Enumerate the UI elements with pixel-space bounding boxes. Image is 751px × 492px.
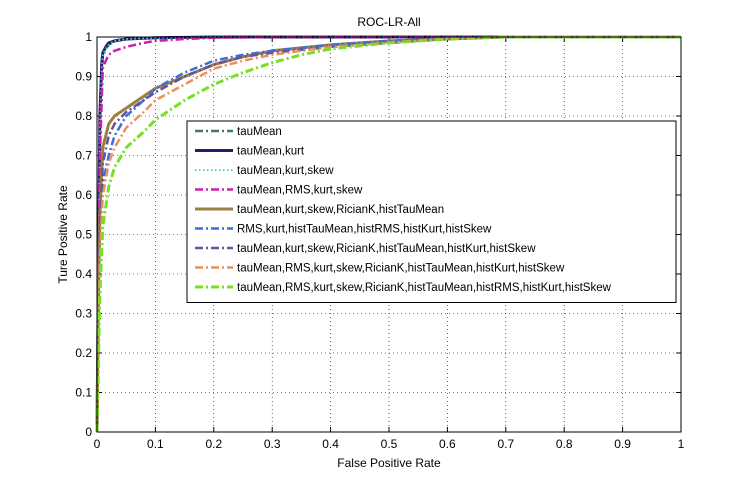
x-tick-label: 0.6 bbox=[439, 437, 456, 451]
x-tick-label: 0.5 bbox=[381, 437, 398, 451]
legend-label-3: tauMean,kurt,skew bbox=[237, 165, 334, 177]
series-layer bbox=[95, 35, 681, 433]
y-tick-label: 0.7 bbox=[75, 149, 92, 163]
legend-label-9: tauMean,RMS,kurt,skew,RicianK,histTauMea… bbox=[237, 282, 612, 294]
x-tick-label: 0.3 bbox=[264, 437, 281, 451]
y-tick-label: 0.9 bbox=[75, 70, 92, 84]
tick-layer: 0 0.1 0.2 0.3 0.4 0.5 0.6 0.7 0.8 0.9 1 0 0.1 0.2 0.3 0… bbox=[75, 30, 684, 451]
x-tick-label: 0.4 bbox=[322, 437, 339, 451]
y-tick-label: 0.8 bbox=[75, 109, 92, 123]
series-line-4 bbox=[95, 35, 681, 433]
y-tick-label: 0.1 bbox=[75, 386, 92, 400]
y-tick-label: 0 bbox=[85, 425, 92, 439]
legend-label-2: tauMean,kurt bbox=[237, 146, 305, 158]
legend: tauMean tauMean,kurt tauMean,kurt,skew tauM… bbox=[186, 120, 677, 303]
chart-title: ROC-LR-All bbox=[357, 15, 420, 29]
y-tick-label: 0.2 bbox=[75, 346, 92, 360]
y-tick-label: 0.5 bbox=[75, 228, 92, 242]
y-tick-label: 0.6 bbox=[75, 188, 92, 202]
plot-frame bbox=[96, 36, 682, 433]
x-tick-label: 1 bbox=[678, 437, 685, 451]
x-tick-label: 0 bbox=[94, 437, 101, 451]
legend-label-8: tauMean,RMS,kurt,skew,RicianK,histTauMea… bbox=[237, 263, 565, 275]
series-line-9 bbox=[95, 35, 681, 433]
x-tick-label: 0.9 bbox=[614, 437, 631, 451]
x-tick-label: 0.1 bbox=[147, 437, 164, 451]
y-tick-label: 0.4 bbox=[75, 267, 92, 281]
series-line-2 bbox=[95, 35, 681, 433]
legend-label-7: tauMean,kurt,skew,RicianK,histTauMean,hi… bbox=[237, 243, 536, 255]
legend-box bbox=[186, 120, 677, 303]
legend-label-4: tauMean,RMS,kurt,skew bbox=[237, 185, 363, 197]
x-tick-label: 0.8 bbox=[556, 437, 573, 451]
legend-label-6: RMS,kurt,histTauMean,histRMS,histKurt,hi… bbox=[237, 224, 492, 236]
x-tick-label: 0.7 bbox=[497, 437, 514, 451]
series-line-8 bbox=[95, 35, 681, 433]
y-tick-label: 1 bbox=[85, 30, 92, 44]
x-axis-title: False Positive Rate bbox=[337, 456, 441, 470]
x-tick-label: 0.2 bbox=[205, 437, 222, 451]
legend-label-1: tauMean bbox=[237, 126, 282, 138]
y-axis-title: Ture Positive Rate bbox=[56, 185, 70, 284]
legend-label-5: tauMean,kurt,skew,RicianK,histTauMean bbox=[237, 204, 444, 216]
y-tick-label: 0.3 bbox=[75, 307, 92, 321]
